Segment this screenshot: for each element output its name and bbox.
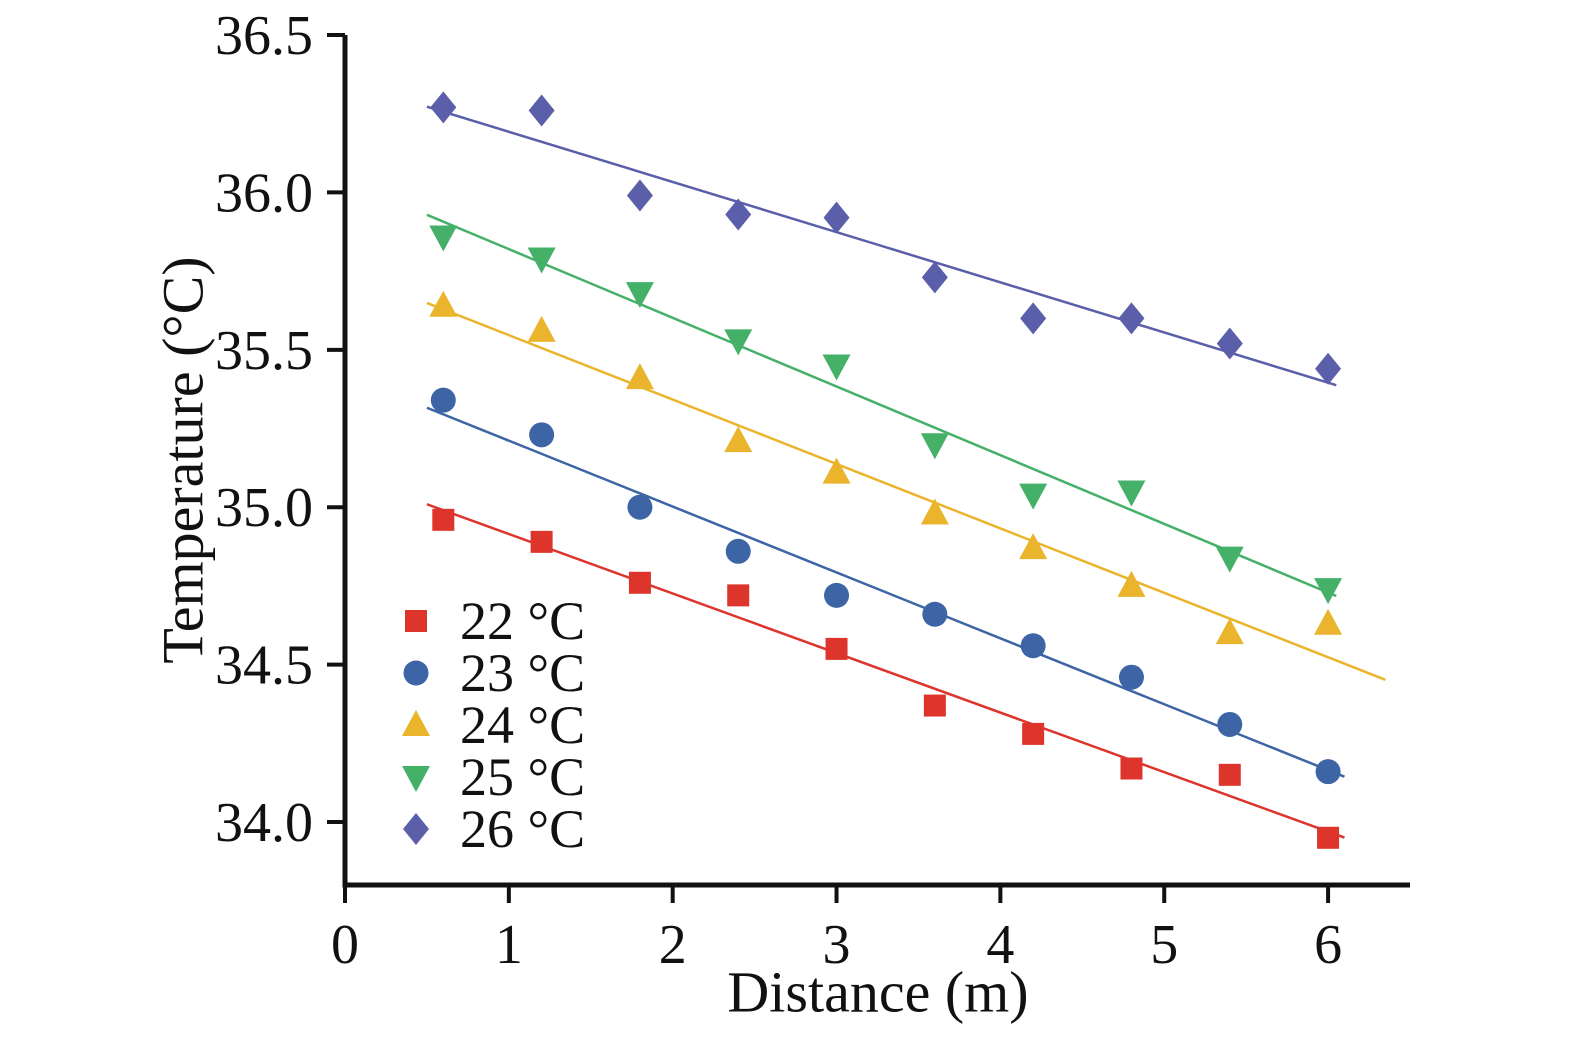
diamond-marker xyxy=(430,91,457,124)
tick-labels: 0 1 2 3 4 5 6 34.0 34.5 35.0 35.5 36.0 36.5 xyxy=(215,5,1342,976)
axes xyxy=(327,33,1410,903)
fit-line xyxy=(426,105,1337,387)
y-tick-label: 36.0 xyxy=(215,162,313,224)
square-marker xyxy=(727,584,750,607)
x-tick-label: 3 xyxy=(823,914,851,976)
triangle-down-marker xyxy=(429,225,458,252)
x-axis-title: Distance (m) xyxy=(727,959,1029,1025)
x-tick-label: 6 xyxy=(1314,914,1342,976)
diamond-marker xyxy=(725,198,752,231)
triangle-up-marker xyxy=(527,315,556,342)
triangle-down-marker xyxy=(822,354,851,381)
y-tick-label: 34.0 xyxy=(215,792,313,854)
triangle-down-marker xyxy=(527,247,556,274)
diamond-marker xyxy=(528,94,555,127)
circle-marker xyxy=(922,601,948,627)
circle-marker xyxy=(403,660,429,686)
series-diamond xyxy=(426,91,1342,387)
triangle-up-marker xyxy=(920,498,949,525)
triangle-down-marker xyxy=(920,433,949,460)
x-tick-label: 1 xyxy=(495,914,523,976)
legend-label: 24 °C xyxy=(460,695,585,755)
circle-marker xyxy=(430,387,456,413)
triangle-up-marker xyxy=(1117,570,1146,597)
legend-label: 25 °C xyxy=(460,747,585,807)
triangle-down-marker xyxy=(724,329,753,356)
y-tick-label: 35.0 xyxy=(215,477,313,539)
square-marker xyxy=(530,530,553,553)
fit-line xyxy=(426,503,1345,839)
square-marker xyxy=(432,508,455,531)
x-tick-label: 2 xyxy=(659,914,687,976)
diamond-marker xyxy=(823,201,850,234)
circle-marker xyxy=(529,422,555,448)
legend-label: 23 °C xyxy=(460,643,585,703)
triangle-up-marker xyxy=(429,290,458,317)
diamond-marker xyxy=(1118,302,1145,335)
y-tick-label: 35.5 xyxy=(215,320,313,382)
legend-label: 22 °C xyxy=(460,591,585,651)
y-tick-label: 36.5 xyxy=(215,5,313,67)
x-tick-label: 0 xyxy=(331,914,359,976)
diamond-marker xyxy=(1315,352,1342,385)
diamond-marker xyxy=(403,813,429,845)
square-marker xyxy=(1120,757,1143,780)
triangle-up-marker xyxy=(724,426,753,453)
y-axis-title: Temperature (°C) xyxy=(150,256,216,664)
square-marker xyxy=(405,610,427,632)
circle-marker xyxy=(824,582,850,608)
triangle-down-marker xyxy=(1314,578,1343,605)
triangle-down-marker xyxy=(1019,483,1048,510)
square-marker xyxy=(1218,763,1241,786)
square-marker xyxy=(628,571,651,594)
triangle-up-marker xyxy=(402,710,430,736)
legend-label: 26 °C xyxy=(460,799,585,859)
series-triangle-up xyxy=(426,290,1386,681)
diamond-marker xyxy=(1020,302,1047,335)
triangle-down-marker xyxy=(1215,546,1244,573)
circle-marker xyxy=(1020,633,1046,659)
circle-marker xyxy=(1217,711,1243,737)
triangle-down-marker xyxy=(402,766,430,792)
fit-line xyxy=(426,213,1337,598)
series-circle xyxy=(426,387,1345,785)
fit-line xyxy=(426,406,1345,778)
circle-marker xyxy=(725,538,751,564)
square-marker xyxy=(923,694,946,717)
triangle-up-marker xyxy=(625,363,654,390)
fit-line xyxy=(426,301,1386,681)
diamond-marker xyxy=(626,179,653,212)
square-marker xyxy=(825,637,848,660)
circle-marker xyxy=(1118,664,1144,690)
x-tick-label: 4 xyxy=(986,914,1014,976)
circle-marker xyxy=(627,494,653,520)
square-marker xyxy=(1022,722,1045,745)
diamond-marker xyxy=(921,261,948,294)
triangle-up-marker xyxy=(1215,618,1244,645)
triangle-up-marker xyxy=(822,457,851,484)
series-square xyxy=(426,503,1345,849)
triangle-up-marker xyxy=(1314,608,1343,635)
triangle-down-marker xyxy=(625,282,654,309)
diamond-marker xyxy=(1216,327,1243,360)
y-tick-label: 34.5 xyxy=(215,635,313,697)
legend: 22 °C23 °C24 °C25 °C26 °C xyxy=(402,591,585,859)
series-triangle-down xyxy=(426,213,1343,605)
triangle-down-marker xyxy=(1117,480,1146,507)
x-tick-label: 5 xyxy=(1150,914,1178,976)
triangle-up-marker xyxy=(1019,533,1048,560)
circle-marker xyxy=(1315,759,1341,785)
square-marker xyxy=(1317,826,1340,849)
